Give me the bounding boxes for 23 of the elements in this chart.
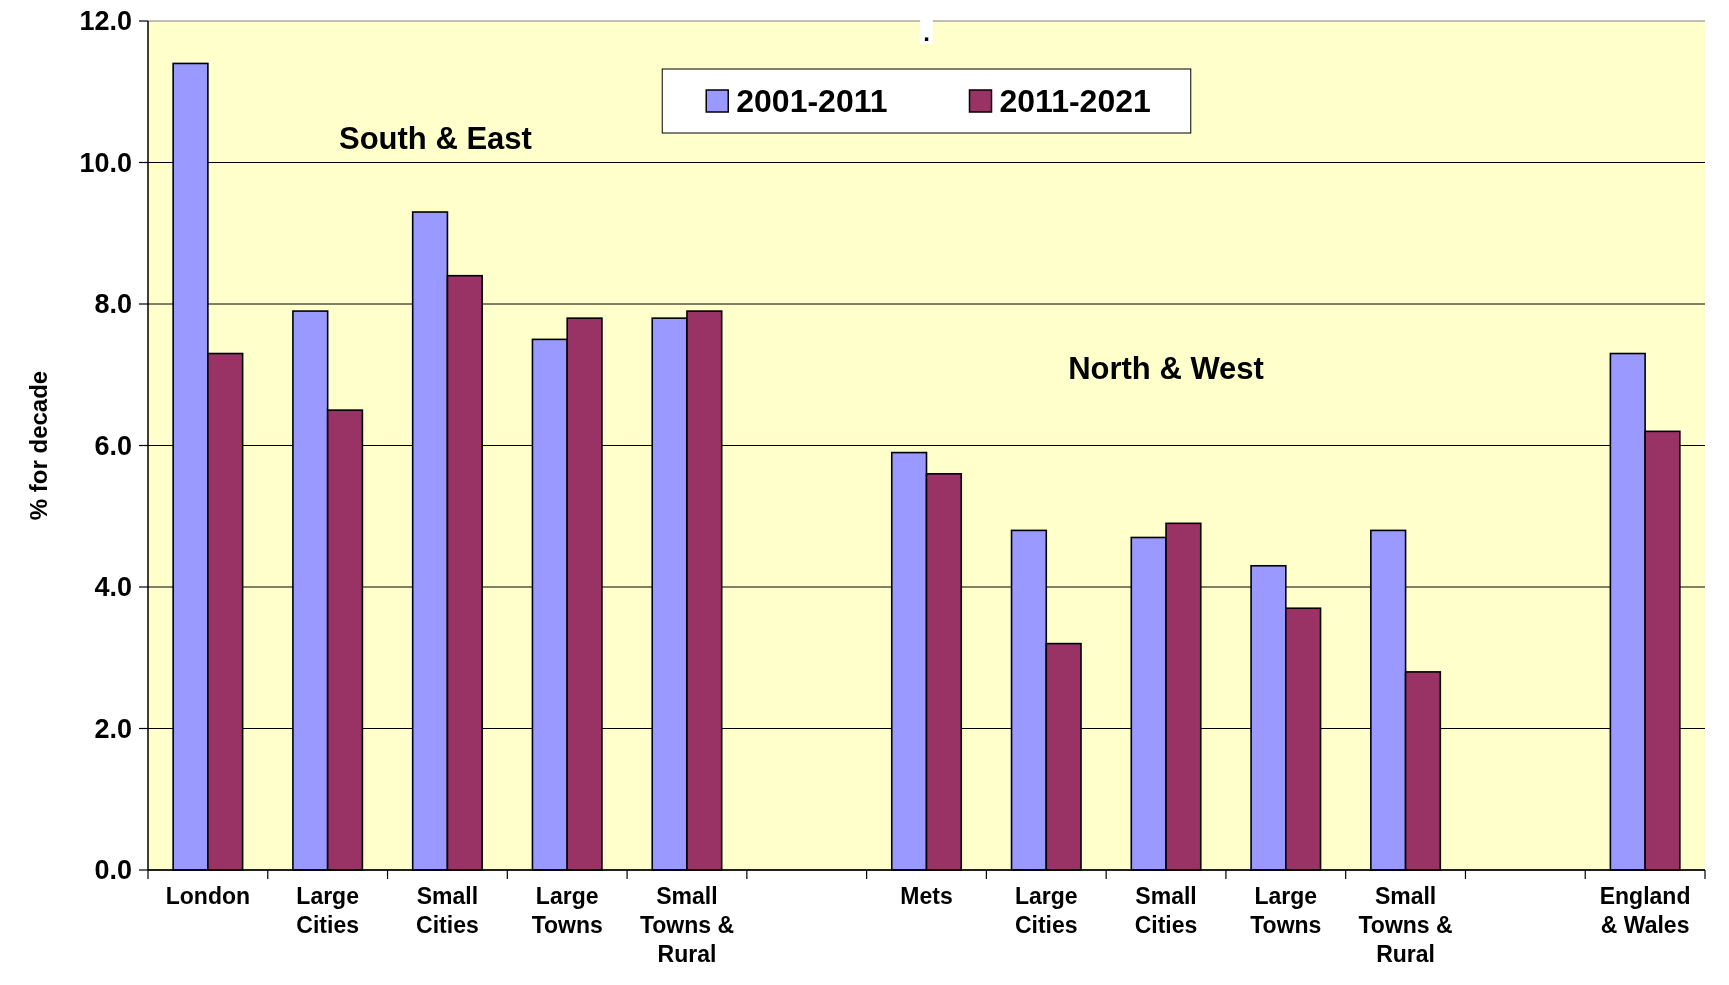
x-tick-label: Large Towns: [531, 883, 603, 938]
y-tick-label: 8.0: [94, 289, 132, 319]
x-tick-label: Large Cities: [296, 883, 359, 938]
y-tick-label: 0.0: [94, 855, 132, 885]
x-tick-label: Large Towns: [1250, 883, 1322, 938]
legend-label: 2001-2011: [736, 83, 888, 119]
y-tick-label: 4.0: [94, 572, 132, 602]
annotation: North & West: [1068, 350, 1264, 386]
x-tick-label: Small Cities: [416, 883, 479, 938]
y-tick-label: 2.0: [94, 713, 132, 744]
x-tick-label: Small Cities: [1134, 883, 1198, 938]
y-tick-label: 12.0: [79, 6, 132, 36]
x-tick-label: Mets: [900, 883, 953, 909]
annotation: South & East: [338, 120, 532, 156]
x-tick-label: Small Towns & Rural: [1358, 883, 1453, 967]
legend-label: 2011-2021: [999, 83, 1151, 119]
y-tick-label: 6.0: [94, 430, 132, 461]
x-tick-label: London: [165, 883, 251, 909]
x-tick-label: Large Cities: [1014, 883, 1078, 938]
y-axis-title: % for decade: [24, 370, 52, 521]
x-tick-label: England & Wales: [1599, 883, 1691, 938]
x-tick-label: Small Towns & Rural: [639, 883, 735, 967]
y-tick-label: 10.0: [79, 147, 132, 178]
